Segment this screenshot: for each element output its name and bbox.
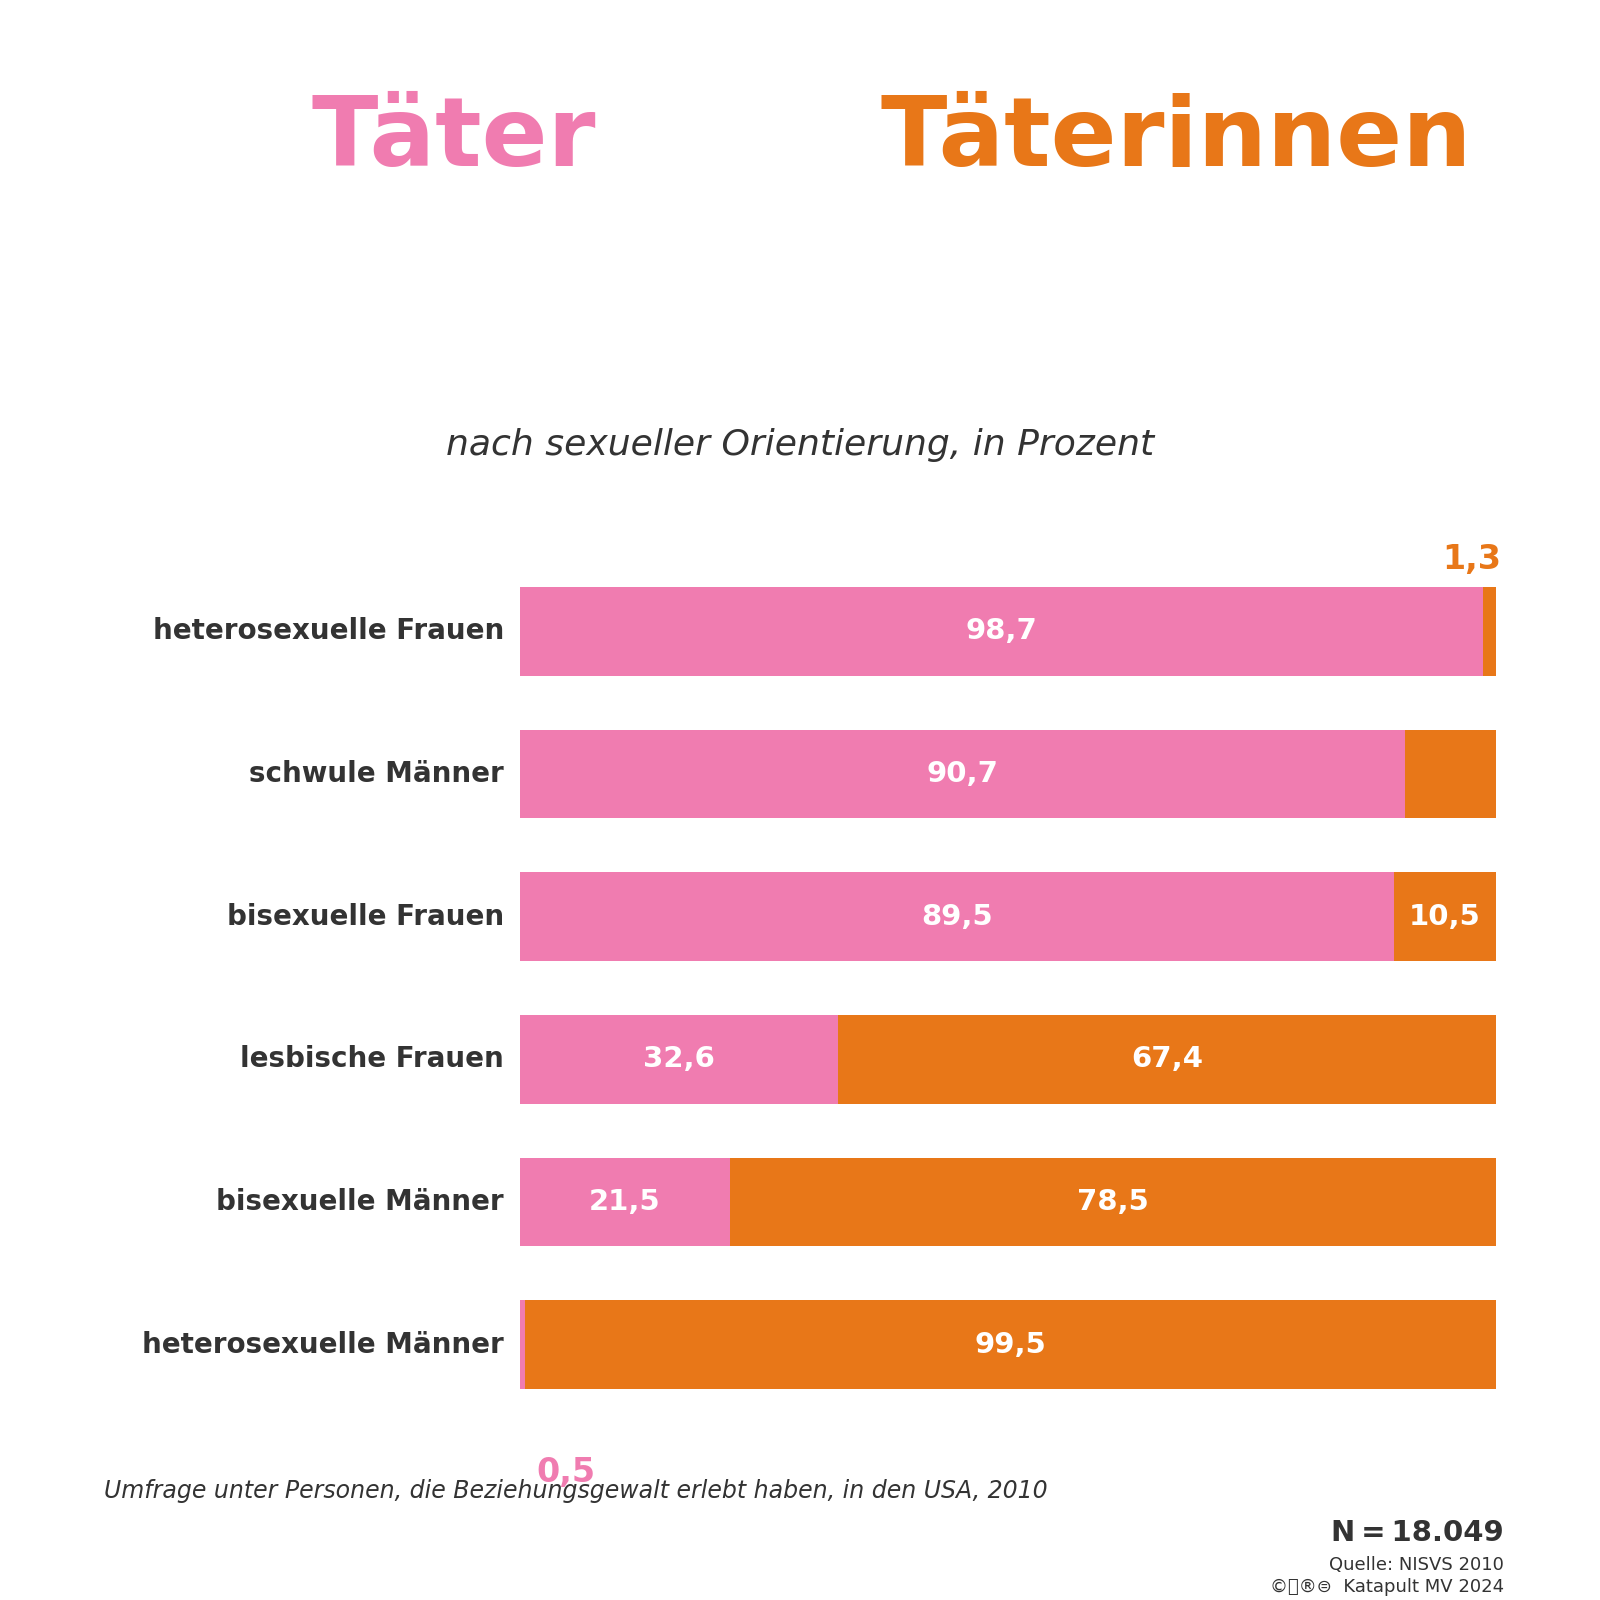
Bar [1483,587,1496,675]
Text: 90,7: 90,7 [926,760,998,787]
Bar [520,587,1483,675]
Text: 10,5: 10,5 [1410,902,1480,931]
Text: Täterinnen: Täterinnen [880,93,1472,186]
Text: von Beziehungsgewalt: von Beziehungsgewalt [182,267,1418,362]
Bar [520,1158,730,1246]
Text: 1,3: 1,3 [1442,542,1501,576]
Text: lesbische Frauen: lesbische Frauen [240,1045,504,1074]
Text: 78,5: 78,5 [1077,1187,1149,1216]
Bar [730,1158,1496,1246]
Text: 32,6: 32,6 [643,1045,715,1074]
Text: schwule Männer: schwule Männer [250,760,504,787]
Bar [525,1301,1496,1389]
Text: heterosexuelle Männer: heterosexuelle Männer [142,1331,504,1358]
Text: 0,5: 0,5 [536,1456,595,1490]
Text: 67,4: 67,4 [1131,1045,1203,1074]
Text: bisexuelle Männer: bisexuelle Männer [216,1187,504,1216]
Text: ©Ⓢ®⊜  Katapult MV 2024: ©Ⓢ®⊜ Katapult MV 2024 [1270,1578,1504,1597]
Text: Umfrage unter Personen, die Beziehungsgewalt erlebt haben, in den USA, 2010: Umfrage unter Personen, die Beziehungsge… [104,1478,1048,1504]
Text: 98,7: 98,7 [966,618,1037,645]
Text: Täter: Täter [312,93,597,186]
Text: 21,5: 21,5 [589,1187,661,1216]
Bar [1394,872,1496,962]
Text: heterosexuelle Frauen: heterosexuelle Frauen [152,618,504,645]
Text: nach sexueller Orientierung, in Prozent: nach sexueller Orientierung, in Prozent [446,427,1154,462]
Bar [520,1301,525,1389]
Text: N = 18.049: N = 18.049 [1331,1518,1504,1547]
Bar [520,730,1405,818]
Text: Quelle: NISVS 2010: Quelle: NISVS 2010 [1330,1555,1504,1574]
Text: 89,5: 89,5 [922,902,992,931]
Bar [520,1014,838,1104]
Text: bisexuelle Frauen: bisexuelle Frauen [227,902,504,931]
Text: und: und [658,93,933,186]
Bar [520,872,1394,962]
Bar [1405,730,1496,818]
Text: 99,5: 99,5 [974,1331,1046,1358]
Bar [838,1014,1496,1104]
